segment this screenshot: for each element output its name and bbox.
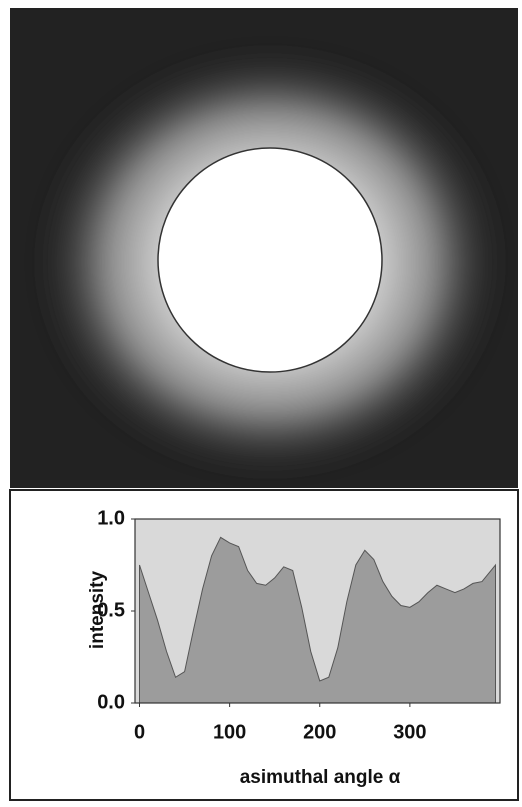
- plot: 0.0 0.5 1.0 0 100 200 300: [97, 507, 501, 743]
- y-tick-label: 1.0: [97, 507, 125, 529]
- y-tick-label: 0.5: [97, 599, 125, 621]
- area: [139, 536, 496, 704]
- x-tick-label: 300: [393, 721, 426, 743]
- x-axis-title: asimuthal angle α: [240, 767, 401, 788]
- x-tick-label: 100: [213, 721, 246, 743]
- y-axis-title: intensity: [87, 571, 108, 650]
- scattering-image: [10, 8, 518, 488]
- x-tick-label: 200: [303, 721, 336, 743]
- x-tick-label: 0: [134, 721, 145, 743]
- y-tick-label: 0.0: [97, 691, 125, 713]
